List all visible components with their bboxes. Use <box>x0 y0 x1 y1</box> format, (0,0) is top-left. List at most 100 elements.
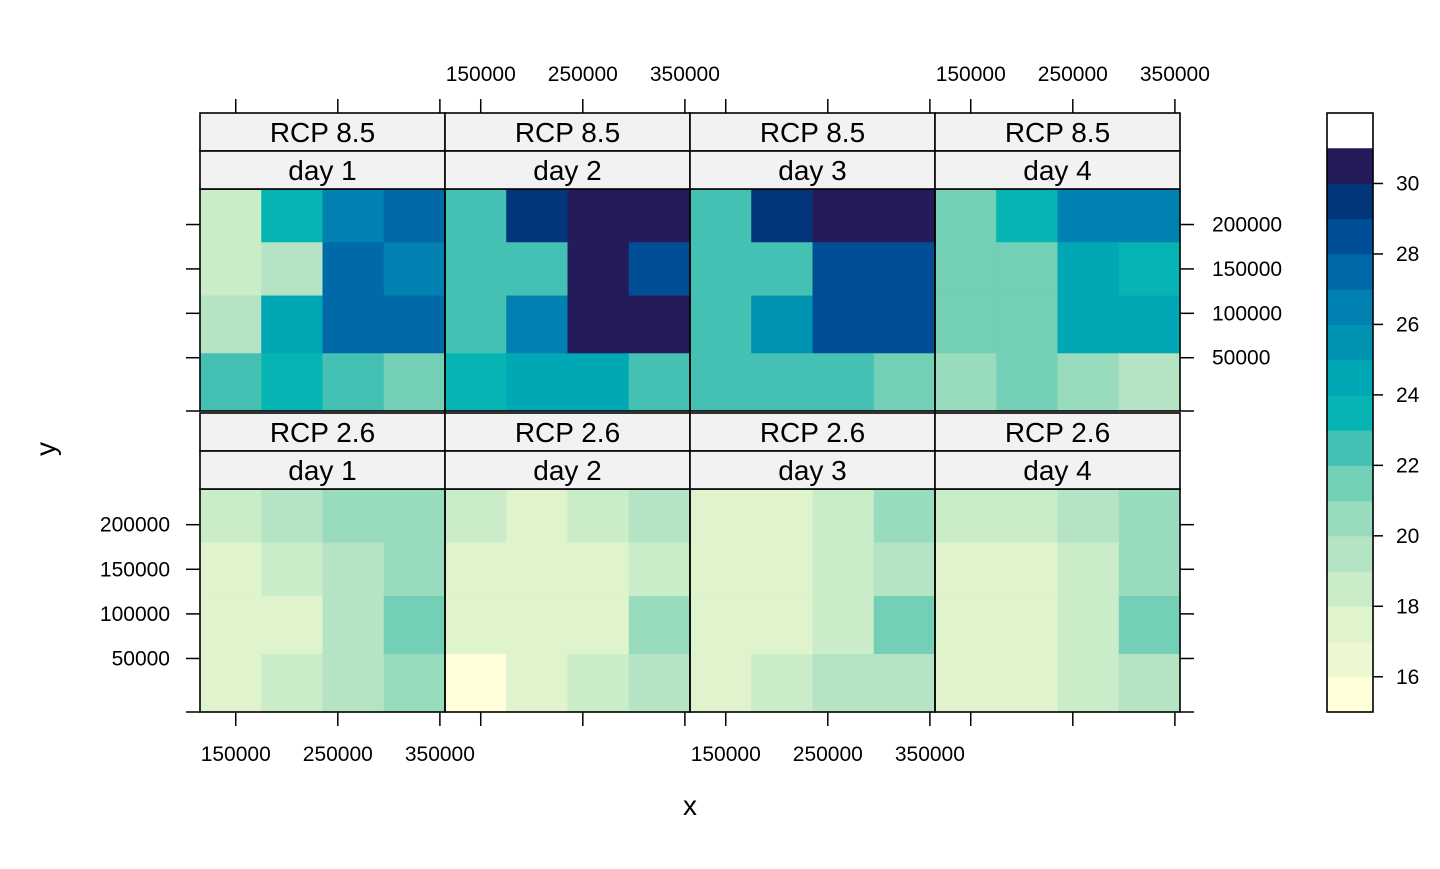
color-key-swatch <box>1327 676 1373 713</box>
strip-scenario-label: RCP 8.5 <box>1005 117 1110 148</box>
heatmap-cell <box>751 242 814 297</box>
heatmap-cell <box>322 489 385 544</box>
heatmap-cell <box>935 596 997 655</box>
heatmap-cell <box>383 654 446 713</box>
heatmap-cell <box>567 242 630 297</box>
x-tick-label: 250000 <box>1038 63 1108 86</box>
heatmap-cell <box>1118 542 1181 597</box>
heatmap-cell <box>873 242 936 297</box>
heatmap-cell <box>200 353 262 412</box>
strip-day-label: day 4 <box>1023 455 1092 486</box>
heatmap-cell <box>1057 542 1120 597</box>
heatmap-cell <box>567 542 630 597</box>
heatmap-cell <box>261 189 324 243</box>
color-key-swatch <box>1327 324 1373 361</box>
heatmap-cell <box>506 654 569 713</box>
heatmap-cell <box>751 353 814 412</box>
heatmap-cell <box>812 353 875 412</box>
color-key-swatch <box>1327 571 1373 607</box>
color-key-swatch <box>1327 359 1373 396</box>
heatmap-cell <box>690 489 752 544</box>
x-tick-label: 250000 <box>548 63 618 86</box>
strip-day-box <box>934 450 1181 490</box>
strip-day-box <box>444 450 691 490</box>
heatmap-cell <box>445 353 507 412</box>
x-tick-label: 250000 <box>793 743 863 766</box>
heatmap-cell <box>322 654 385 713</box>
heatmap-cell <box>873 295 936 354</box>
heatmap-cell <box>935 542 997 597</box>
heatmap-cell <box>996 242 1059 297</box>
heatmap-cell <box>690 295 752 354</box>
strip-day-box <box>689 150 936 190</box>
x-tick-label: 150000 <box>936 63 1006 86</box>
heatmap-cell <box>628 654 691 713</box>
x-tick-label: 350000 <box>405 743 475 766</box>
heatmap-cell <box>873 542 936 597</box>
x-tick-label: 350000 <box>650 63 720 86</box>
heatmap-cell <box>1057 596 1120 655</box>
x-tick-label: 350000 <box>1140 63 1210 86</box>
strip-scenario-label: RCP 8.5 <box>760 117 865 148</box>
heatmap-cell <box>506 242 569 297</box>
heatmap-cell <box>383 489 446 544</box>
heatmap-cell <box>506 353 569 412</box>
heatmap-cell <box>812 596 875 655</box>
panel-cells <box>200 489 446 713</box>
heatmap-cell <box>322 542 385 597</box>
heatmap-cell <box>751 189 814 243</box>
heatmap-cell <box>261 542 324 597</box>
heatmap-cell <box>1118 654 1181 713</box>
y-tick-label: 200000 <box>100 514 170 537</box>
heatmap-cell <box>935 189 997 243</box>
strip-day-box <box>444 150 691 190</box>
heatmap-cell <box>873 489 936 544</box>
color-key-tick-label: 16 <box>1396 666 1419 689</box>
strip-day-box <box>689 450 936 490</box>
heatmap-cell <box>383 242 446 297</box>
y-tick-label: 150000 <box>100 558 170 581</box>
color-key-tick-label: 22 <box>1396 454 1419 477</box>
strip-day-label: day 1 <box>288 455 357 486</box>
color-key-swatch <box>1327 641 1373 678</box>
color-key-swatch <box>1327 218 1373 255</box>
panel-cells <box>690 189 936 412</box>
color-key-swatch <box>1327 394 1373 431</box>
strip-scenario-box <box>199 412 446 452</box>
heatmap-cell <box>935 489 997 544</box>
strip-day-box <box>934 150 1181 190</box>
heatmap-cell <box>996 189 1059 243</box>
heatmap-cell <box>261 654 324 713</box>
color-key-tick-label: 30 <box>1396 172 1419 195</box>
heatmap-cell <box>873 189 936 243</box>
heatmap-cell <box>996 542 1059 597</box>
heatmap-cell <box>383 295 446 354</box>
heatmap-cell <box>383 596 446 655</box>
heatmap-cell <box>935 242 997 297</box>
panel-cells <box>690 489 936 713</box>
color-key-tick-label: 28 <box>1396 243 1419 266</box>
heatmap-cell <box>1118 489 1181 544</box>
heatmap-cell <box>200 295 262 354</box>
heatmap-cell <box>996 596 1059 655</box>
color-key-swatch <box>1327 606 1373 643</box>
heatmap-cell <box>200 242 262 297</box>
color-key-tick-label: 18 <box>1396 595 1419 618</box>
heatmap-cell <box>445 654 507 713</box>
y-tick-label: 200000 <box>1212 214 1282 237</box>
heatmap-cell <box>1118 353 1181 412</box>
heatmap-cell <box>873 353 936 412</box>
heatmap-cell <box>812 242 875 297</box>
heatmap-cell <box>200 542 262 597</box>
heatmap-cell <box>628 189 691 243</box>
heatmap-cell <box>567 596 630 655</box>
heatmap-cell <box>506 596 569 655</box>
heatmap-cell <box>1118 242 1181 297</box>
heatmap-cell <box>322 189 385 243</box>
strips-layer: RCP 8.5 day 1 RCP 8.5 day 2 RCP 8.5 day 3 RCP … <box>199 112 1181 490</box>
strip-scenario-label: RCP 2.6 <box>515 417 620 448</box>
heatmap-cell <box>1057 295 1120 354</box>
panel-cells <box>935 489 1181 713</box>
